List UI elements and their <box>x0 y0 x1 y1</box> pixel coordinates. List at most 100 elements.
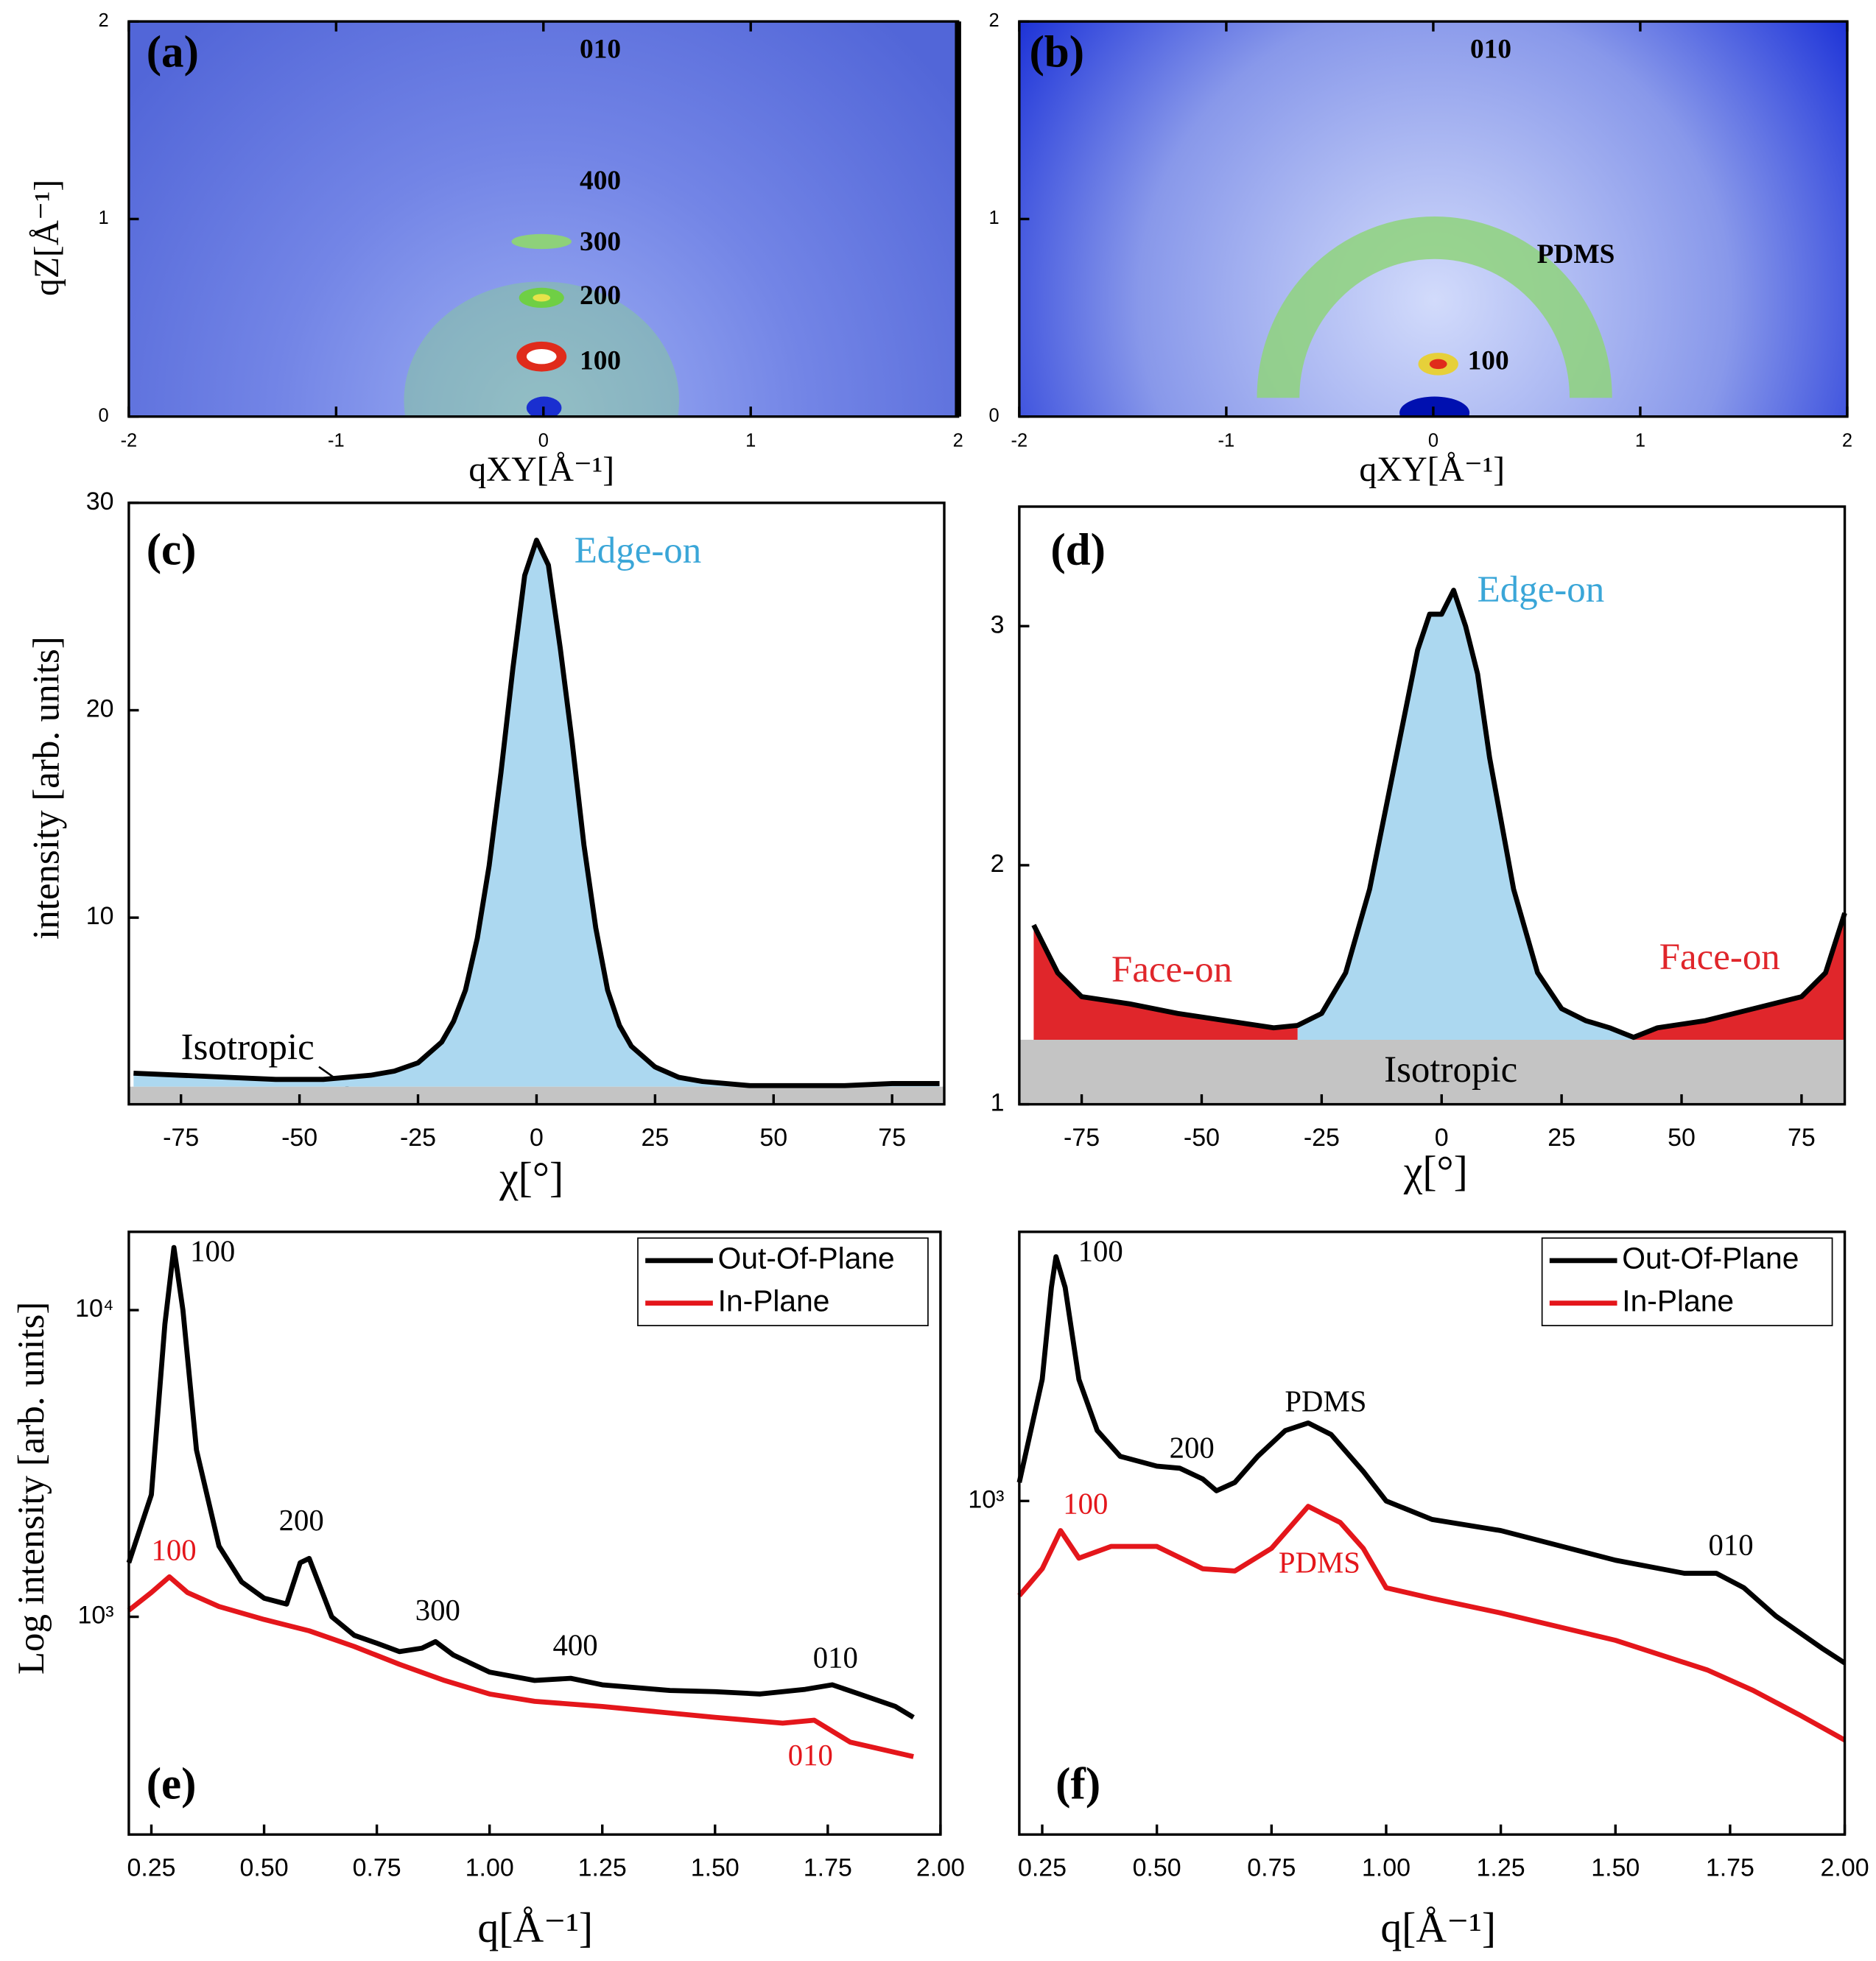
x-tick-label: 0.75 <box>1247 1854 1296 1882</box>
y-tick-label: 3 <box>991 610 1005 638</box>
x-tick-label: 0.50 <box>240 1854 289 1882</box>
annotation: 010 <box>813 1641 858 1675</box>
panel-label: (a) <box>147 28 199 77</box>
x-tick-label: -25 <box>400 1124 436 1152</box>
y-axis-title: qZ[Å⁻¹] <box>28 180 66 296</box>
annotation: 200 <box>1170 1431 1215 1464</box>
x-tick-label: -2 <box>121 430 138 451</box>
plot-frame <box>1018 1231 1847 1836</box>
y-tick-label: 1 <box>991 1089 1005 1117</box>
annotation: 200 <box>279 1504 324 1537</box>
y-axis-title: Log intensity [arb. units] <box>11 1302 52 1675</box>
x-tick-label: 50 <box>759 1124 787 1152</box>
annotation: Face-on <box>1111 949 1232 990</box>
x-tick-label: 2 <box>953 430 963 451</box>
area-fill <box>1033 925 1298 1040</box>
annotation: 300 <box>580 227 621 257</box>
annotation: 100 <box>1468 345 1509 376</box>
x-tick-label: 0 <box>538 430 549 451</box>
area-fill <box>1297 590 1634 1040</box>
y-tick-label: 10³ <box>77 1602 113 1630</box>
legend-label: Out-Of-Plane <box>1622 1242 1799 1275</box>
y-tick-label: 2 <box>991 850 1005 878</box>
x-tick-label: 2 <box>1842 430 1852 451</box>
y-tick-label: 0 <box>99 405 109 426</box>
x-tick-label: -75 <box>163 1124 199 1152</box>
x-tick-label: 1.25 <box>1477 1854 1525 1882</box>
legend-box <box>637 1237 929 1326</box>
series-line <box>1016 1254 1847 1666</box>
annotation: 010 <box>1708 1529 1753 1562</box>
panel-label: (e) <box>147 1759 197 1809</box>
area-fill <box>133 540 940 1087</box>
legend-label: In-Plane <box>1622 1284 1734 1317</box>
annotation: 010 <box>580 34 621 64</box>
legend-box <box>1541 1237 1833 1326</box>
x-axis-title: χ[°] <box>1403 1149 1468 1195</box>
curve <box>1031 588 1847 1041</box>
y-tick-label: 2 <box>99 10 109 31</box>
annotation: Edge-on <box>575 530 702 571</box>
plot-frame <box>127 1231 942 1836</box>
x-tick-label: -75 <box>1064 1124 1100 1152</box>
annotation: 400 <box>580 166 621 196</box>
x-tick-label: 25 <box>641 1124 669 1152</box>
annotation: 300 <box>415 1594 460 1627</box>
curve <box>133 538 940 1088</box>
annotation: Edge-on <box>1478 569 1605 610</box>
y-tick-label: 20 <box>86 694 114 722</box>
panel-label: (c) <box>147 526 197 575</box>
y-tick-label: 30 <box>86 487 114 515</box>
y-tick-label: 0 <box>989 405 1000 426</box>
x-tick-label: 0.25 <box>1018 1854 1067 1882</box>
x-tick-label: 2.00 <box>916 1854 965 1882</box>
isotropic-band <box>1019 1039 1845 1105</box>
series-line <box>127 1574 914 1759</box>
x-tick-label: 25 <box>1547 1124 1575 1152</box>
x-axis-title: qXY[Å⁻¹] <box>468 451 614 489</box>
x-tick-label: 1 <box>1635 430 1645 451</box>
x-tick-label: -25 <box>1304 1124 1340 1152</box>
y-tick-label: 10 <box>86 902 114 930</box>
x-tick-label: 0.50 <box>1133 1854 1181 1882</box>
annotation: PDMS <box>1285 1384 1366 1418</box>
x-axis-title: q[Å⁻¹] <box>477 1905 593 1951</box>
x-tick-label: 1.50 <box>1591 1854 1640 1882</box>
annotation: PDMS <box>1537 239 1615 270</box>
x-axis-title: χ[°] <box>499 1155 563 1201</box>
y-axis-title: intensity [arb. units] <box>27 636 68 940</box>
x-tick-label: 1.50 <box>691 1854 739 1882</box>
x-tick-label: 0.25 <box>127 1854 175 1882</box>
x-tick-label: 0 <box>1428 430 1438 451</box>
x-tick-label: 0 <box>1435 1124 1449 1152</box>
x-tick-label: 1.25 <box>578 1854 627 1882</box>
y-tick-label: 1 <box>99 208 109 228</box>
x-tick-label: 1.75 <box>804 1854 852 1882</box>
x-tick-label: 50 <box>1668 1124 1696 1152</box>
y-tick-label: 10⁴ <box>75 1295 113 1323</box>
x-tick-label: 0.75 <box>353 1854 401 1882</box>
x-tick-label: 1.00 <box>466 1854 514 1882</box>
annotation: 010 <box>788 1739 833 1772</box>
y-tick-label: 2 <box>989 10 1000 31</box>
x-tick-label: -50 <box>1184 1124 1220 1152</box>
annotation: Face-on <box>1659 937 1780 978</box>
annotation: 100 <box>1063 1488 1108 1521</box>
x-tick-label: -1 <box>328 430 345 451</box>
area-fill <box>1633 912 1845 1040</box>
x-tick-label: 0 <box>530 1124 544 1152</box>
x-axis-title: qXY[Å⁻¹] <box>1359 451 1505 489</box>
annotation: 100 <box>190 1235 235 1268</box>
series-line <box>126 1244 915 1720</box>
x-tick-label: 75 <box>878 1124 906 1152</box>
annotation: 100 <box>580 345 621 376</box>
x-tick-label: -2 <box>1011 430 1028 451</box>
legend-label: Out-Of-Plane <box>718 1242 895 1275</box>
annotation: 400 <box>553 1629 598 1662</box>
x-tick-label: 1.75 <box>1706 1854 1754 1882</box>
y-tick-label: 10³ <box>968 1485 1004 1513</box>
annotation: PDMS <box>1279 1546 1360 1580</box>
x-tick-label: 1 <box>745 430 756 451</box>
